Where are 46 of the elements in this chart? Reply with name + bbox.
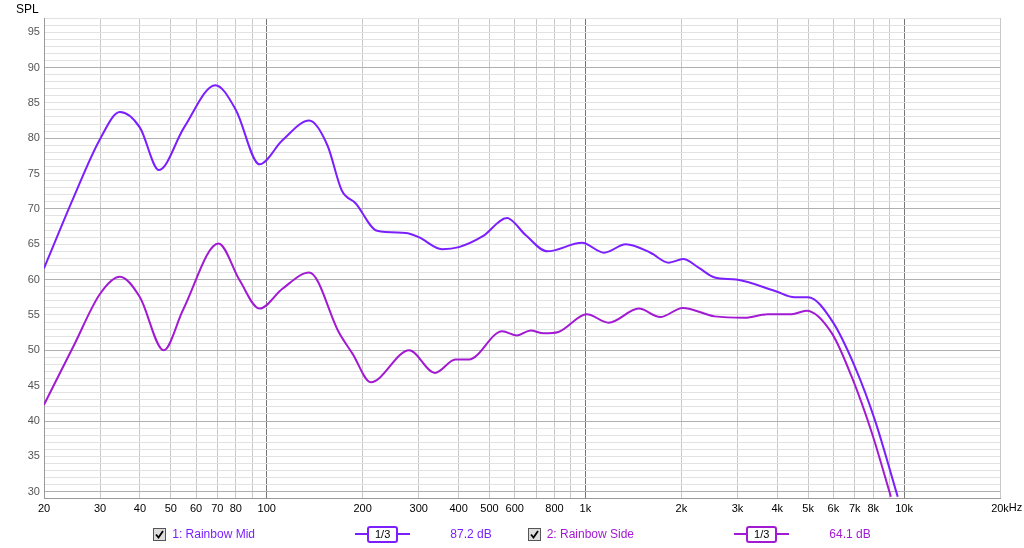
y-tick-label: 90	[27, 60, 40, 73]
y-tick-label: 40	[27, 414, 40, 427]
x-tick-label: 10k	[895, 502, 914, 515]
text: 1: Rainbow Mid	[172, 527, 255, 541]
y-tick-label: 65	[27, 237, 40, 250]
text: 1/3	[366, 525, 399, 543]
x-tick-label: 80	[229, 502, 242, 515]
x-tick-label: 100	[257, 502, 276, 515]
text: 87.2 dB	[450, 527, 492, 541]
x-tick-label: 60	[189, 502, 203, 515]
y-tick-label: 35	[27, 449, 40, 462]
x-tick-label: 20k	[991, 502, 1010, 515]
y-tick-label: 95	[27, 25, 40, 38]
y-tick-label: 70	[27, 201, 40, 214]
y-tick-label: 50	[27, 343, 40, 356]
x-tick-label: 1k	[579, 502, 592, 515]
y-axis-title: SPL	[16, 2, 40, 17]
x-axis-title: Hz	[1008, 501, 1023, 514]
x-tick-label: 6k	[827, 502, 840, 515]
y-tick-label: 55	[27, 308, 40, 320]
x-tick-label: 5k	[802, 502, 815, 515]
x-tick-label: 8k	[867, 502, 880, 515]
x-tick-label: 7k	[848, 502, 862, 515]
x-tick-label: 400	[449, 502, 468, 515]
x-tick-label: 70	[211, 502, 224, 515]
text: 1/3	[746, 525, 778, 543]
x-tick-label: 20	[37, 502, 51, 515]
text: 64.1 dB	[829, 527, 871, 541]
x-tick-label: 500	[480, 502, 499, 515]
x-tick-label: 2k	[675, 502, 688, 515]
x-tick-label: 600	[505, 502, 524, 515]
x-tick-label: 3k	[731, 502, 744, 515]
x-tick-label: 4k	[771, 502, 784, 515]
text: 2: Rainbow Side	[546, 527, 635, 541]
y-tick-label: 45	[27, 378, 40, 391]
x-tick-label: 30	[93, 502, 107, 515]
x-tick-label: 50	[164, 502, 177, 515]
x-tick-label: 300	[409, 502, 428, 515]
x-tick-label: 800	[545, 502, 564, 515]
x-tick-label: 200	[353, 502, 372, 515]
y-tick-label: 75	[27, 166, 40, 179]
y-tick-label: 30	[27, 484, 40, 497]
y-tick-label: 85	[27, 95, 40, 108]
x-tick-label: 40	[133, 502, 147, 515]
y-tick-label: 60	[27, 272, 40, 285]
y-tick-label: 80	[27, 131, 40, 144]
